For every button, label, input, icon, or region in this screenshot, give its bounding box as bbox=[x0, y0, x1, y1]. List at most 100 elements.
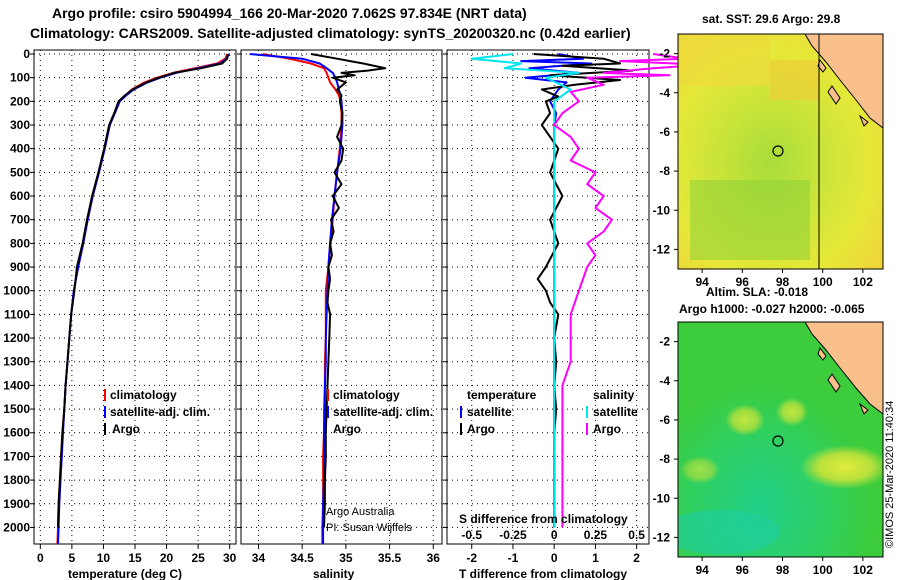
depth-tick-label: 900 bbox=[10, 260, 30, 274]
x-tick-label: -2 bbox=[466, 551, 477, 565]
legend-label-argo: Argo bbox=[333, 422, 361, 436]
map-x-tick-label: 96 bbox=[736, 275, 750, 289]
legend-label-clim: climatology bbox=[110, 388, 177, 402]
depth-tick-label: 1800 bbox=[3, 473, 30, 487]
sumatra-land bbox=[804, 322, 883, 415]
temperature-xlabel: temperature (deg C) bbox=[68, 567, 182, 580]
x-tick-label: 5 bbox=[69, 551, 76, 565]
sla-map-title: Altim. SLA: -0.018 bbox=[706, 285, 808, 299]
map-x-tick-label: 100 bbox=[813, 563, 833, 577]
series-line-climatology bbox=[56, 53, 229, 545]
series-line-satellite-adj-clim- bbox=[249, 53, 344, 544]
credit-pi: PI: Susan Wijffels bbox=[326, 522, 412, 534]
sst-ticks: 94 96 98 100 102 -2 -4 -6 -8 -10 -12 bbox=[653, 47, 874, 289]
sumatra-land bbox=[804, 34, 883, 129]
legend-label-t-argo: Argo bbox=[467, 422, 495, 436]
sla-high-patch bbox=[680, 456, 720, 484]
map-x-tick-label: 94 bbox=[695, 563, 709, 577]
temperature-legend: climatology satellite-adj. clim. Argo bbox=[104, 388, 210, 436]
map-x-tick-label: 102 bbox=[853, 563, 873, 577]
x-tick-label: 10 bbox=[97, 551, 111, 565]
sla-high-patch bbox=[776, 398, 808, 426]
map-x-tick-label: 102 bbox=[853, 275, 873, 289]
salinity-frame bbox=[240, 49, 443, 545]
depth-tick-label: 1000 bbox=[3, 284, 30, 298]
sla-ticks: 94 96 98 100 102 -2 -4 -6 -8 -10 -12 bbox=[653, 335, 874, 577]
map-y-tick-label: -4 bbox=[659, 374, 670, 388]
sst-warm-patch bbox=[680, 36, 770, 86]
map-y-tick-label: -8 bbox=[659, 452, 670, 466]
map-y-tick-label: -6 bbox=[659, 413, 670, 427]
map-y-tick-label: -12 bbox=[653, 242, 671, 256]
sla-low-patch bbox=[678, 510, 780, 554]
sla-map-subtitle: Argo h1000: -0.027 h2000: -0.065 bbox=[679, 302, 865, 316]
depth-tick-label: 2000 bbox=[3, 520, 30, 534]
depth-tick-label: 1500 bbox=[3, 402, 30, 416]
s-tick-label: -0.5 bbox=[461, 528, 482, 542]
salinity-panel: 34 34.5 35 35.5 36 bbox=[237, 49, 443, 565]
depth-tick-label: 1300 bbox=[3, 355, 30, 369]
legend-title-salinity: salinity bbox=[593, 388, 635, 402]
series-line-satellite-adj-clim- bbox=[57, 53, 230, 545]
map-y-tick-label: -4 bbox=[659, 86, 670, 100]
s-difference-label: S difference from climatology bbox=[459, 512, 628, 526]
figure-title-line2: Climatology: CARS2009. Satellite-adjuste… bbox=[30, 25, 631, 41]
float-position-marker bbox=[772, 145, 784, 157]
map-x-tick-label: 100 bbox=[813, 275, 833, 289]
map-x-tick-label: 98 bbox=[776, 275, 790, 289]
map-y-tick-label: -6 bbox=[659, 125, 670, 139]
sla-high-patch bbox=[725, 404, 765, 436]
map-y-tick-label: -10 bbox=[653, 203, 671, 217]
map-y-tick-label: -2 bbox=[659, 47, 670, 61]
x-tick-label: 35 bbox=[339, 551, 353, 565]
legend-label-sat: satellite-adj. clim. bbox=[333, 405, 433, 419]
depth-tick-label: 400 bbox=[10, 142, 30, 156]
float-position-marker bbox=[772, 435, 784, 447]
x-tick-label: 30 bbox=[223, 551, 237, 565]
island bbox=[858, 402, 869, 415]
x-tick-label: 36 bbox=[427, 551, 441, 565]
depth-tick-label: 1700 bbox=[3, 449, 30, 463]
s-tick-label: 0.25 bbox=[584, 528, 608, 542]
legend-label-argo: Argo bbox=[112, 422, 140, 436]
sla-map: Altim. SLA: -0.018 Argo h1000: -0.027 h2… bbox=[653, 285, 884, 577]
map-x-tick-label: 98 bbox=[776, 563, 790, 577]
map-y-tick-label: -2 bbox=[659, 335, 670, 349]
depth-tick-label: 1400 bbox=[3, 378, 30, 392]
sla-high-patch bbox=[800, 445, 883, 489]
x-tick-label: 2 bbox=[633, 551, 640, 565]
figure-title-line1: Argo profile: csiro 5904994_166 20-Mar-2… bbox=[52, 5, 527, 21]
x-tick-label: 1 bbox=[592, 551, 599, 565]
depth-axis: 0 100 200 300 400 500 600 700 800 900 1000 1100 1200… bbox=[3, 47, 30, 534]
x-tick-label: 0 bbox=[37, 551, 44, 565]
sst-frame bbox=[677, 33, 884, 270]
series-line-argo bbox=[310, 53, 387, 528]
depth-tick-label: 300 bbox=[10, 118, 30, 132]
map-y-tick-label: -8 bbox=[659, 164, 670, 178]
depth-tick-label: 1200 bbox=[3, 331, 30, 345]
map-x-tick-label: 96 bbox=[736, 563, 750, 577]
x-tick-label: -1 bbox=[508, 551, 519, 565]
depth-tick-label: 800 bbox=[10, 236, 30, 250]
legend-label-s-sat: satellite bbox=[593, 405, 638, 419]
legend-label-sat: satellite-adj. clim. bbox=[110, 405, 210, 419]
sla-frame bbox=[677, 321, 884, 558]
difference-panel: -2 -1 0 1 2-0.5 -0.25 0 0.25 0.5 bbox=[443, 49, 704, 565]
imos-credit: ©IMOS 25-Mar-2020 11:40:34 bbox=[884, 401, 896, 548]
x-tick-label: 34.5 bbox=[290, 551, 314, 565]
map-x-tick-label: 94 bbox=[695, 275, 709, 289]
depth-tick-label: 700 bbox=[10, 213, 30, 227]
depth-tick-label: 200 bbox=[10, 94, 30, 108]
depth-tick-label: 1100 bbox=[4, 307, 30, 321]
x-tick-label: 35.5 bbox=[378, 551, 402, 565]
island bbox=[827, 373, 841, 393]
temperature-panel: 0 5 10 15 20 25 30 bbox=[30, 49, 237, 565]
depth-tick-label: 100 bbox=[10, 71, 30, 85]
difference-xlabel: T difference from climatology bbox=[459, 567, 627, 580]
series-line-t-satellite bbox=[520, 53, 593, 528]
legend-label-t-sat: satellite bbox=[467, 405, 512, 419]
difference-legend: temperature salinity satellite Argo sate… bbox=[459, 388, 638, 526]
x-tick-label: 15 bbox=[128, 551, 142, 565]
x-tick-label: 0 bbox=[551, 551, 558, 565]
